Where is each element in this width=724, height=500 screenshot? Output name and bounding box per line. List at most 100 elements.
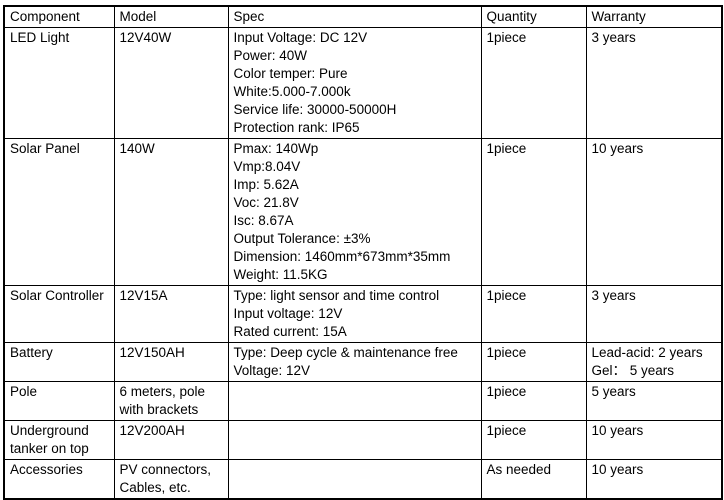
cell-warranty: Lead-acid: 2 years Gel： 5 years <box>585 342 723 382</box>
cell-quantity: 1piece <box>480 138 587 286</box>
cell-spec: Pmax: 140Wp Vmp:8.04V Imp: 5.62A Voc: 21.8V… <box>227 138 482 286</box>
cell-line: Battery <box>10 345 53 360</box>
cell-line: 12V15A <box>119 288 168 303</box>
cell-spec: Type: Deep cycle & maintenance free Volta… <box>227 342 482 382</box>
cell-warranty: 3 years <box>585 27 723 139</box>
cell-warranty: 5 years <box>585 381 723 421</box>
cell-component: Battery <box>3 342 115 382</box>
table-row: Pole 6 meters, pole with brackets 1piece 5 … <box>3 381 723 421</box>
cell-quantity: 1piece <box>480 342 587 382</box>
cell-line: 10 years <box>591 462 644 477</box>
cell-line: Pole <box>10 384 38 399</box>
spec-table: Component Model Spec Quantity Warranty L… <box>3 5 723 500</box>
cell-line: 10 years <box>591 423 644 438</box>
cell-component: Pole <box>3 381 115 421</box>
cell-model: 6 meters, pole with brackets <box>113 381 229 421</box>
spec-table-body: LED Light 12V40W Input Voltage: DC 12V Powe… <box>3 27 723 500</box>
cell-line: Type: light sensor and time control <box>233 288 440 303</box>
cell-quantity: 1piece <box>480 285 587 343</box>
table-row: Solar Controller 12V15A Type: light sensor… <box>3 285 723 343</box>
table-row: Battery 12V150AH Type: Deep cycle & mainte… <box>3 342 723 382</box>
cell-line: Weight: 11.5KG <box>233 267 328 282</box>
cell-line: Input Voltage: DC 12V <box>233 30 368 45</box>
cell-quantity: 1piece <box>480 420 587 460</box>
cell-component: Solar Panel <box>3 138 115 286</box>
cell-line: 1piece <box>486 384 527 399</box>
cell-line: Service life: 30000-50000H <box>233 102 397 117</box>
column-header-warranty: Warranty <box>585 5 723 28</box>
cell-line: 12V200AH <box>119 423 185 438</box>
cell-model: 140W <box>113 138 229 286</box>
cell-line: PV connectors, Cables, etc. <box>119 462 212 495</box>
cell-line: 1piece <box>486 288 527 303</box>
cell-model: 12V200AH <box>113 420 229 460</box>
cell-warranty: 10 years <box>585 138 723 286</box>
cell-line: 12V150AH <box>119 345 185 360</box>
cell-line: 140W <box>119 141 155 156</box>
cell-line: Voc: 21.8V <box>233 195 299 210</box>
header-row: Component Model Spec Quantity Warranty <box>3 5 723 28</box>
cell-line: 1piece <box>486 141 527 156</box>
cell-component: Underground tanker on top <box>3 420 115 460</box>
cell-line: Solar Controller <box>10 288 104 303</box>
cell-line: 12V40W <box>119 30 172 45</box>
cell-line: Power: 40W <box>233 48 308 63</box>
cell-spec <box>227 420 482 460</box>
cell-line: 1piece <box>486 30 527 45</box>
cell-line: 1piece <box>486 345 527 360</box>
cell-line: Isc: 8.67A <box>233 213 294 228</box>
cell-line: 3 years <box>591 30 636 45</box>
cell-quantity: As needed <box>480 459 587 500</box>
cell-line: Voltage: 12V <box>233 363 311 378</box>
cell-line: Pmax: 140Wp <box>233 141 319 156</box>
cell-model: 12V15A <box>113 285 229 343</box>
cell-spec <box>227 459 482 500</box>
table-row: Accessories PV connectors, Cables, etc. As… <box>3 459 723 500</box>
cell-line: Input voltage: 12V <box>233 306 343 321</box>
cell-line: Color temper: Pure <box>233 66 348 81</box>
cell-warranty: 10 years <box>585 420 723 460</box>
cell-line: LED Light <box>10 30 70 45</box>
table-row: Underground tanker on top 12V200AH 1piece 1… <box>3 420 723 460</box>
cell-line: 5 years <box>591 384 636 399</box>
cell-line: Protection rank: IP65 <box>233 120 360 135</box>
cell-quantity: 1piece <box>480 27 587 139</box>
cell-spec: Type: light sensor and time control Input… <box>227 285 482 343</box>
cell-line: Gel： 5 years <box>591 363 675 378</box>
cell-line: As needed <box>486 462 552 477</box>
cell-warranty: 10 years <box>585 459 723 500</box>
cell-spec <box>227 381 482 421</box>
cell-model: PV connectors, Cables, etc. <box>113 459 229 500</box>
cell-component: Accessories <box>3 459 115 500</box>
cell-warranty: 3 years <box>585 285 723 343</box>
column-header-component: Component <box>3 5 115 28</box>
cell-line: Lead-acid: 2 years <box>591 345 703 360</box>
cell-line: Dimension: 1460mm*673mm*35mm <box>233 249 451 264</box>
cell-line: Rated current: 15A <box>233 324 347 339</box>
table-header: Component Model Spec Quantity Warranty <box>3 5 723 28</box>
column-header-quantity: Quantity <box>480 5 587 28</box>
column-header-model: Model <box>113 5 229 28</box>
cell-line: 3 years <box>591 288 636 303</box>
cell-line: Accessories <box>10 462 83 477</box>
cell-line: Type: Deep cycle & maintenance free <box>233 345 458 360</box>
cell-line: Imp: 5.62A <box>233 177 299 192</box>
cell-model: 12V150AH <box>113 342 229 382</box>
cell-quantity: 1piece <box>480 381 587 421</box>
cell-model: 12V40W <box>113 27 229 139</box>
cell-component: Solar Controller <box>3 285 115 343</box>
cell-line: 6 meters, pole with brackets <box>119 384 206 417</box>
cell-line: Solar Panel <box>10 141 80 156</box>
cell-component: LED Light <box>3 27 115 139</box>
table-row: Solar Panel 140W Pmax: 140Wp Vmp:8.04V Imp: … <box>3 138 723 286</box>
cell-line: Vmp:8.04V <box>233 159 301 174</box>
cell-line: 10 years <box>591 141 644 156</box>
cell-spec: Input Voltage: DC 12V Power: 40W Color tem… <box>227 27 482 139</box>
cell-line: 1piece <box>486 423 527 438</box>
table-row: LED Light 12V40W Input Voltage: DC 12V Powe… <box>3 27 723 139</box>
cell-line: Underground tanker on top <box>10 423 89 456</box>
cell-line: White:5.000-7.000k <box>233 84 351 99</box>
column-header-spec: Spec <box>227 5 482 28</box>
cell-line: Output Tolerance: ±3% <box>233 231 371 246</box>
